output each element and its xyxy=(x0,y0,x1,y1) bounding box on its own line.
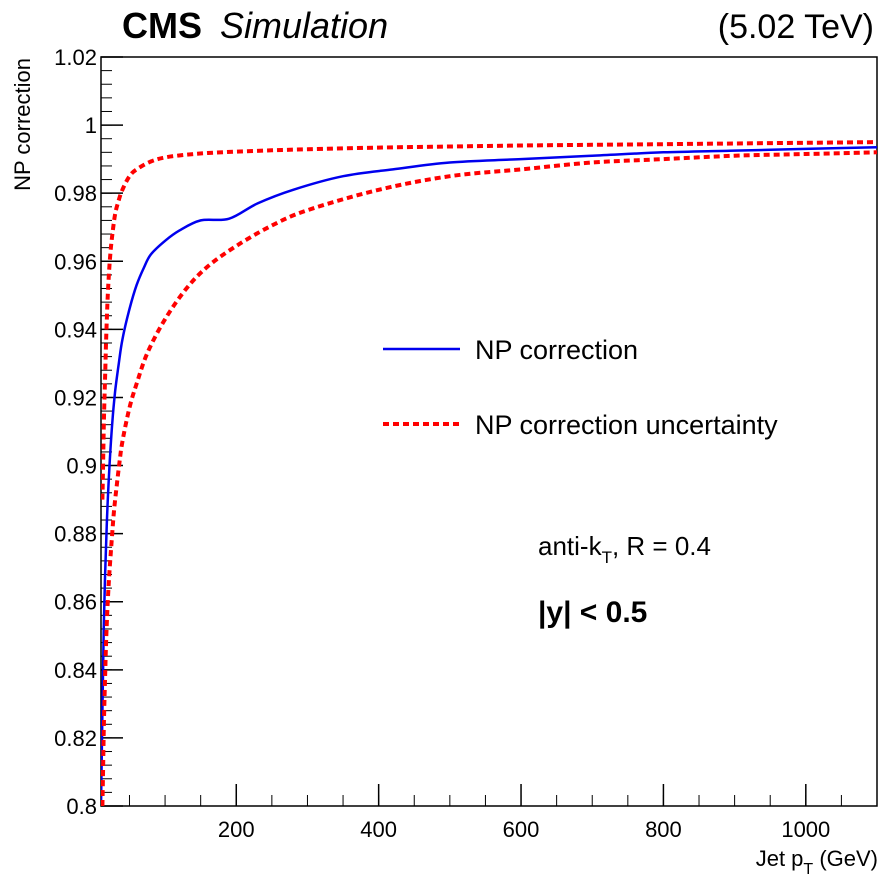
x-tick-label: 600 xyxy=(503,817,540,842)
x-axis-title: Jet pT (GeV) xyxy=(756,846,878,878)
algorithm-annotation: anti-kT, R = 0.4 xyxy=(538,531,711,567)
legend-label-np-correction: NP correction xyxy=(475,335,638,365)
energy-label: (5.02 TeV) xyxy=(718,8,874,46)
y-tick-label: 0.8 xyxy=(66,794,97,819)
x-tick-label: 800 xyxy=(645,817,682,842)
y-tick-label: 0.86 xyxy=(54,590,97,615)
svg-text:CMS Simulation: CMS Simulation xyxy=(122,5,388,46)
legend: NP correction NP correction uncertainty xyxy=(383,335,778,440)
x-axis-title-sub: T xyxy=(803,861,813,878)
experiment-label: CMS xyxy=(122,5,202,46)
y-tick-label: 0.82 xyxy=(54,726,97,751)
legend-label-np-uncertainty: NP correction uncertainty xyxy=(475,410,778,440)
x-tick-label: 400 xyxy=(360,817,397,842)
simulation-label: Simulation xyxy=(220,5,388,46)
x-tick-label: 1000 xyxy=(781,817,830,842)
rapidity-annotation: |y| < 0.5 xyxy=(538,596,647,629)
series-group xyxy=(101,140,877,806)
series-line-0 xyxy=(101,145,877,806)
x-axis-title-unit: (GeV) xyxy=(813,846,878,871)
y-tick-label: 0.92 xyxy=(54,385,97,410)
axis-tick-labels: 0.8 0.82 0.84 0.86 0.88 0.9 0.92 0.94 0.96 0.98 1 1… xyxy=(54,45,830,842)
series-line-1 xyxy=(101,140,877,500)
y-axis-title: NP correction xyxy=(10,58,35,191)
y-tick-label: 0.94 xyxy=(54,317,97,342)
y-tick-label: 1.02 xyxy=(54,45,97,70)
y-tick-label: 0.84 xyxy=(54,658,97,683)
algorithm-sub: T xyxy=(602,548,612,567)
series-line-2 xyxy=(101,150,877,806)
y-tick-label: 0.98 xyxy=(54,181,97,206)
y-tick-label: 0.88 xyxy=(54,522,97,547)
algorithm-rest: , R = 0.4 xyxy=(612,531,711,561)
algorithm-main: anti-k xyxy=(538,531,603,561)
x-axis-title-main: Jet p xyxy=(756,846,804,871)
y-tick-label: 1 xyxy=(85,113,97,138)
plot-frame xyxy=(100,56,878,807)
y-tick-label: 0.96 xyxy=(54,249,97,274)
x-tick-label: 200 xyxy=(218,817,255,842)
y-tick-label: 0.9 xyxy=(66,454,97,479)
